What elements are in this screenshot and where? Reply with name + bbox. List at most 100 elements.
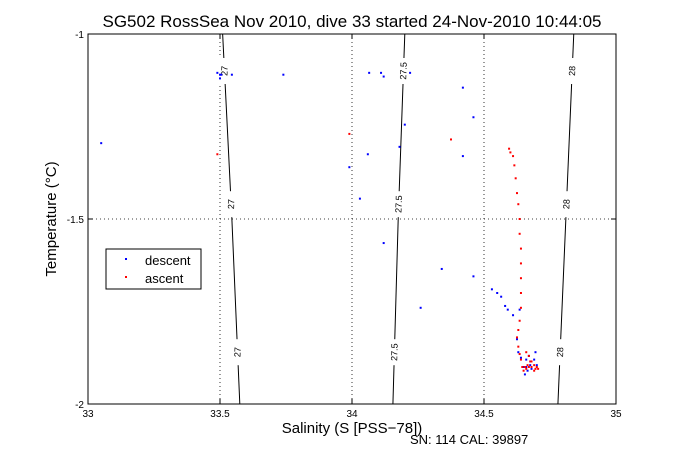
contour-label: 28 [561, 199, 571, 209]
descent-point [504, 304, 507, 307]
x-tick-label: 33.5 [210, 409, 230, 420]
ascent-point [517, 329, 520, 331]
ascent-point [508, 147, 511, 150]
descent-point [358, 197, 361, 200]
legend-label-ascent: ascent [145, 271, 184, 286]
descent-point [518, 308, 521, 311]
ascent-point [526, 364, 529, 367]
ascent-point [533, 369, 536, 372]
descent-point [368, 71, 371, 74]
y-tick-label: -1 [75, 30, 84, 41]
descent-point [519, 356, 522, 359]
contour-label: 27.5 [389, 343, 400, 361]
ascent-point [516, 192, 518, 195]
legend-box [105, 248, 202, 290]
descent-point [496, 292, 499, 294]
ascent-point [348, 132, 351, 135]
ascent-point [518, 353, 521, 356]
x-axis-label: Salinity (S [PSS−78]) [282, 420, 422, 437]
contour-label: 27.5 [393, 195, 404, 213]
descent-point [526, 369, 529, 372]
ascent-point [525, 351, 528, 354]
axis-ticks: 33 33.5 34 34.5 35 -1 -1.5 -2 [67, 30, 622, 420]
descent-point [472, 275, 475, 278]
serial-calibration-note: SN: 114 CAL: 39897 [410, 432, 528, 447]
descent-point [382, 75, 385, 78]
ascent-point [518, 218, 521, 220]
contour-label: 28 [567, 66, 577, 76]
descent-point [517, 351, 520, 354]
legend: descent ascent [105, 248, 202, 290]
contour-label-gap [389, 339, 400, 366]
contour-label: 27 [219, 66, 229, 76]
descent-point [219, 77, 221, 80]
ascent-point [535, 366, 538, 368]
legend-marker-ascent [125, 276, 127, 278]
chart-title: SG502 RossSea Nov 2010, dive 33 started … [103, 12, 602, 31]
descent-point [525, 358, 528, 361]
ascent-point [216, 153, 219, 156]
contour-label: 28 [555, 347, 565, 357]
contour-label-gap [567, 58, 578, 84]
descent-point [525, 366, 528, 368]
contour-label: 27 [232, 347, 242, 357]
ascent-point [512, 155, 515, 158]
grid-layer [88, 34, 616, 404]
descent-point [366, 153, 369, 156]
ascent-point [523, 366, 526, 368]
data-points [100, 71, 540, 376]
y-tick-label: -2 [75, 400, 84, 411]
descent-point [523, 373, 526, 376]
ascent-point [509, 151, 512, 154]
descent-point [490, 288, 493, 291]
descent-point [398, 145, 401, 148]
descent-point [461, 155, 464, 158]
ascent-point [537, 367, 540, 370]
contour-label-gap [232, 339, 243, 366]
ascent-point [521, 366, 524, 368]
contour-label-gap [226, 191, 237, 218]
descent-point [230, 73, 233, 76]
ascent-point [450, 138, 452, 141]
contour-label-gap [393, 191, 404, 218]
descent-point [512, 314, 515, 317]
y-tick-label: -1.5 [67, 215, 85, 226]
ascent-point [530, 366, 533, 368]
descent-point [461, 86, 464, 89]
descent-point [535, 364, 538, 367]
descent-point [100, 142, 103, 145]
ascent-point [527, 354, 530, 357]
x-tick-label: 34.5 [474, 409, 494, 420]
descent-point [220, 73, 223, 76]
descent-point [219, 73, 221, 76]
ascent-point [519, 292, 522, 294]
ascent-point [518, 319, 521, 322]
ascent-point [519, 306, 522, 309]
descent-point [419, 306, 422, 309]
contour-label: 27 [226, 199, 236, 209]
ascent-point [534, 367, 537, 370]
ascent-point [513, 164, 516, 167]
ascent-point [533, 364, 536, 367]
ascent-point [529, 360, 532, 363]
ascent-point [525, 367, 528, 370]
y-axis-label: Temperature (°C) [43, 161, 60, 276]
x-tick-label: 34 [346, 409, 358, 420]
descent-point [500, 295, 503, 298]
descent-point [522, 366, 525, 368]
descent-point [403, 123, 406, 126]
descent-point [216, 71, 219, 74]
x-tick-label: 35 [610, 409, 622, 420]
descent-point [533, 358, 536, 361]
legend-label-descent: descent [145, 253, 191, 268]
ascent-point [518, 232, 521, 235]
descent-point [534, 351, 537, 354]
descent-point [348, 166, 351, 169]
ascent-point [519, 247, 522, 250]
descent-point [282, 73, 285, 76]
ascent-point [514, 177, 517, 180]
descent-point [380, 71, 383, 74]
ascent-point [522, 369, 525, 372]
ascent-point [527, 366, 530, 368]
